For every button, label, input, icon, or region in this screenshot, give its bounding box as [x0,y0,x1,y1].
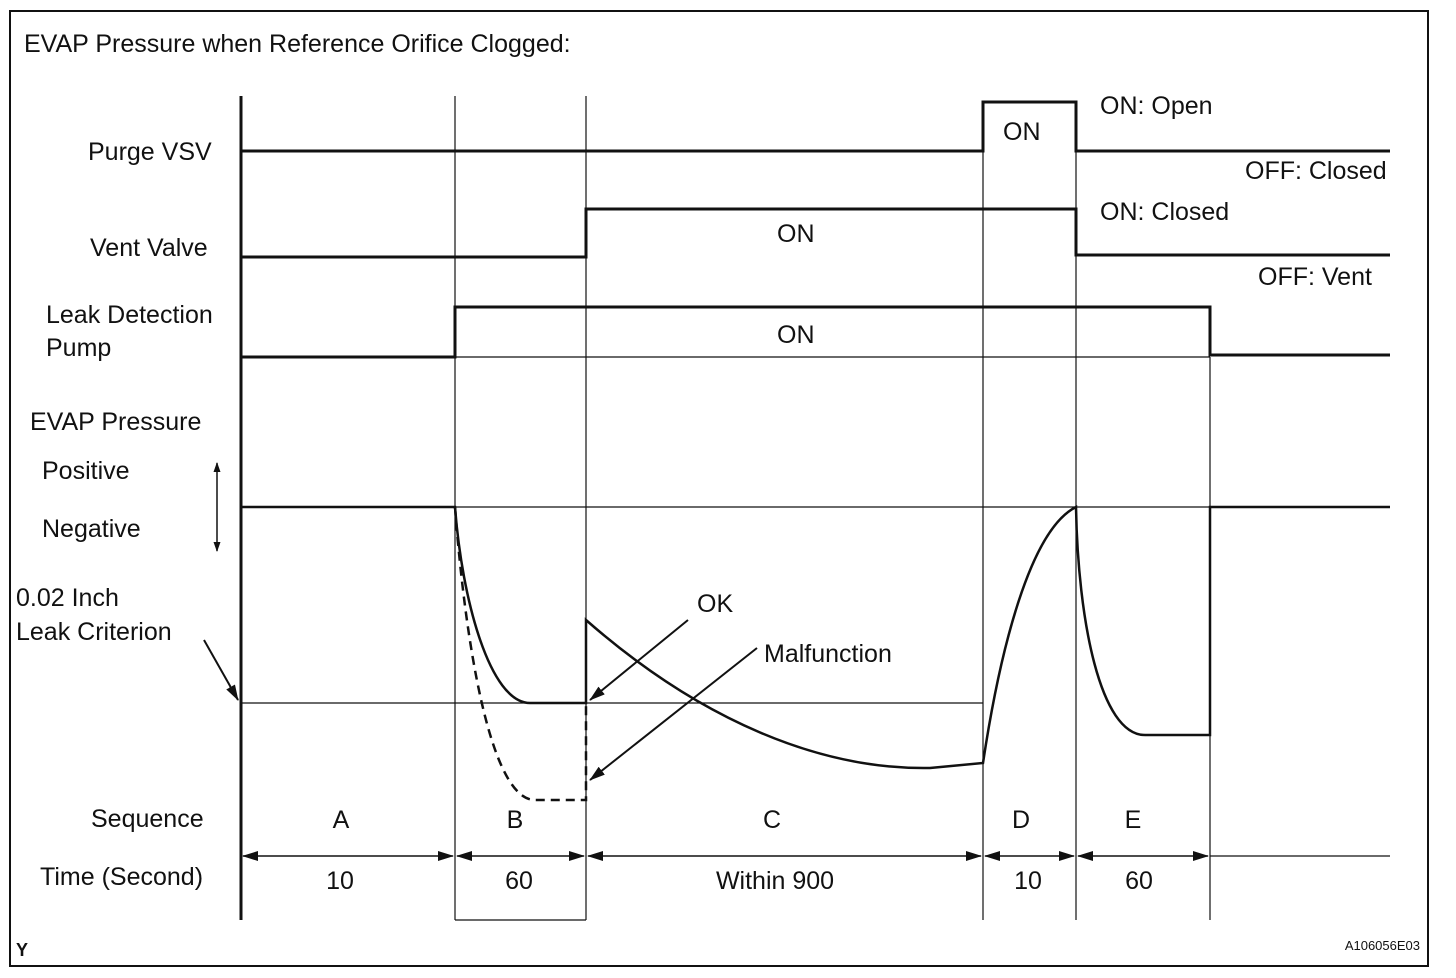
vent-valve-label: Vent Valve [90,234,208,262]
criterion-label-line2: Leak Criterion [16,618,172,646]
phase-c-time: Within 900 [716,867,834,895]
criterion-arrow [203,639,239,701]
vent-valve-signal [241,207,1390,259]
purge-vsv-on-state: ON: Open [1100,92,1213,120]
purge-vsv-signal [241,100,1390,153]
pressure-curve-malfunction [453,506,588,802]
purge-vsv-label: Purge VSV [88,138,212,166]
leak-pump-label-line2: Pump [46,334,111,362]
phase-e-time: 60 [1125,867,1153,895]
diagram-frame [9,10,1429,967]
malfunction-arrow [589,647,758,781]
phase-a-name: A [333,806,350,834]
phase-b-name: B [507,806,524,834]
vent-valve-off-state: OFF: Vent [1258,263,1372,291]
phase-d-name: D [1012,806,1030,834]
time-label: Time (Second) [40,863,203,891]
figure-code: A106056E03 [1345,938,1420,953]
phase-b-time: 60 [505,867,533,895]
criterion-label-line1: 0.02 Inch [16,584,119,612]
diagram-title: EVAP Pressure when Reference Orifice Clo… [24,30,571,58]
malfunction-label: Malfunction [764,640,892,668]
phase-c-name: C [763,806,781,834]
purge-vsv-off-state: OFF: Closed [1245,157,1387,185]
phase-a-time: 10 [326,867,354,895]
negative-label: Negative [42,515,141,543]
leak-pump-on-text: ON [777,321,815,349]
leak-pump-signal [241,305,1390,359]
vent-valve-on-text: ON [777,220,815,248]
phase-e-name: E [1125,806,1142,834]
pressure-curve-ok [241,504,1390,770]
phase-d-time: 10 [1014,867,1042,895]
ok-label: OK [697,590,733,618]
vent-valve-on-state: ON: Closed [1100,198,1229,226]
positive-label: Positive [42,457,130,485]
sequence-label: Sequence [91,805,204,833]
evap-pressure-label: EVAP Pressure [30,408,201,436]
footer-left-mark: Y [16,940,28,960]
purge-vsv-on-text: ON [1003,118,1041,146]
leak-pump-label-line1: Leak Detection [46,301,213,329]
phase-boundaries [454,96,1211,921]
ok-arrow [589,619,689,701]
